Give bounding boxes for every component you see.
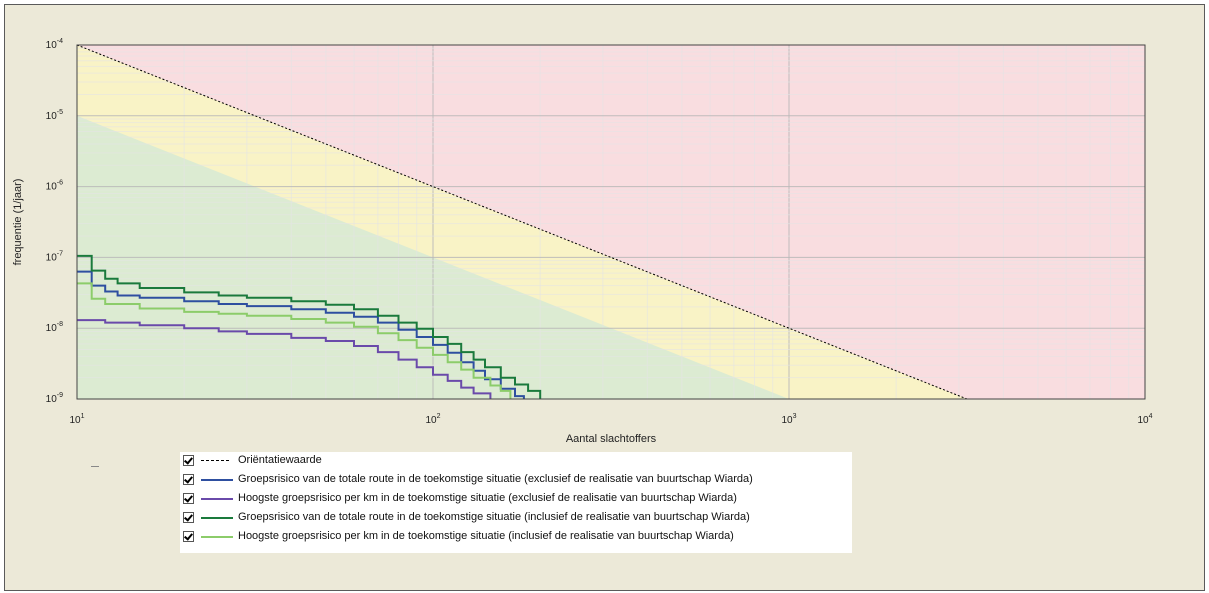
y-tick-label: 10-6 [46, 180, 63, 193]
legend-swatch [201, 460, 229, 461]
legend-swatch [201, 536, 233, 538]
checkbox-orientatiewaarde[interactable] [183, 455, 194, 466]
legend-item-orientatiewaarde: Oriëntatiewaarde [180, 452, 852, 471]
x-tick-labels: 101 102 103 104 [69, 413, 1152, 426]
grid-lines [76, 45, 1145, 400]
x-tick-label: 103 [781, 413, 796, 426]
y-tick-label: 10-4 [46, 38, 63, 51]
legend-label: Groepsrisico van de totale route in de t… [238, 473, 753, 485]
small-dash-mark [91, 466, 99, 467]
legend: Oriëntatiewaarde Groepsrisico van de tot… [180, 452, 852, 553]
series-lines [76, 44, 968, 400]
x-tick-label: 101 [69, 413, 84, 426]
legend-item-totale-route-inclusief: Groepsrisico van de totale route in de t… [180, 509, 852, 528]
y-tick-labels: 10-4 10-5 10-6 10-7 10-8 10-9 [46, 38, 63, 405]
checkbox-totale-route-inclusief[interactable] [183, 512, 194, 523]
legend-label: Hoogste groepsrisico per km in de toekom… [238, 530, 734, 542]
x-tick-label: 102 [425, 413, 440, 426]
checkbox-totale-route-exclusief[interactable] [183, 474, 194, 485]
legend-label: Hoogste groepsrisico per km in de toekom… [238, 492, 737, 504]
legend-label: Oriëntatiewaarde [238, 454, 322, 466]
legend-item-per-km-inclusief: Hoogste groepsrisico per km in de toekom… [180, 528, 852, 547]
x-tick-label: 104 [1137, 413, 1152, 426]
y-axis-label: frequentie (1/jaar) [12, 179, 24, 266]
legend-label: Groepsrisico van de totale route in de t… [238, 511, 750, 523]
y-tick-label: 10-8 [46, 321, 63, 334]
series-line-3 [77, 254, 542, 399]
chart-window: 101 102 103 104 10-4 10-5 10-6 10-7 10-8 10-9 Aa… [4, 4, 1205, 591]
y-tick-label: 10-5 [46, 109, 63, 122]
legend-item-totale-route-exclusief: Groepsrisico van de totale route in de t… [180, 471, 852, 490]
y-tick-label: 10-7 [46, 250, 63, 263]
legend-swatch [201, 517, 233, 519]
plot-border [76, 44, 1146, 400]
legend-swatch [201, 498, 233, 500]
risk-zones [77, 45, 1145, 400]
fn-curve-chart: 101 102 103 104 10-4 10-5 10-6 10-7 10-8 10-9 Aa… [12, 38, 1153, 445]
y-tick-label: 10-9 [46, 392, 63, 405]
checkbox-per-km-inclusief[interactable] [183, 531, 194, 542]
x-axis-label: Aantal slachtoffers [566, 433, 657, 445]
legend-item-per-km-exclusief: Hoogste groepsrisico per km in de toekom… [180, 490, 852, 509]
legend-swatch [201, 479, 233, 481]
series-line-1 [77, 270, 525, 399]
series-line-2 [77, 319, 492, 399]
series-line-4 [77, 282, 512, 399]
checkbox-per-km-exclusief[interactable] [183, 493, 194, 504]
